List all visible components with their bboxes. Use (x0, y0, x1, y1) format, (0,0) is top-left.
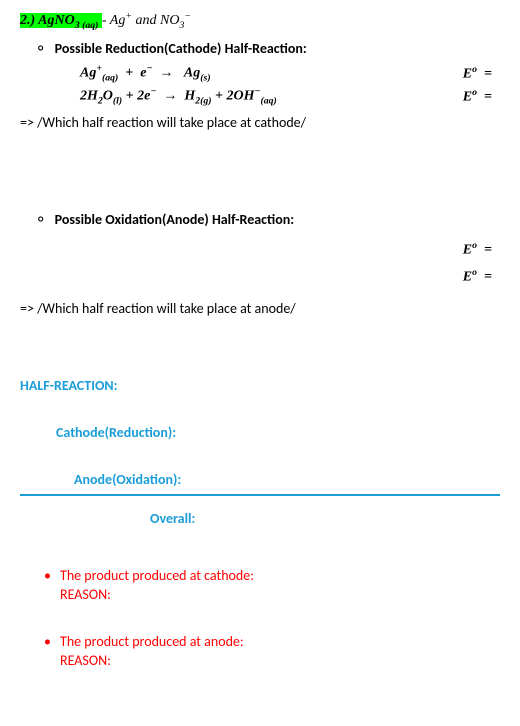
anode-note: => /Which half reaction will take place … (20, 300, 500, 317)
cathode-eq1-left: Ag+(aq) + e− → Ag(s) (80, 63, 211, 83)
overall-label: Overall: (150, 510, 500, 527)
problem-number: 2.) (20, 13, 35, 28)
half-reaction-title: HALF-REACTION: (20, 377, 500, 394)
problem-header: 2.) AgNO3 (aq) - Ag+ and NO3− (20, 10, 500, 30)
product-cathode-reason: REASON: (60, 586, 500, 603)
product-cathode-line: The product produced at cathode: (60, 567, 500, 584)
anode-heading: Possible Oxidation(Anode) Half-Reaction: (38, 211, 500, 228)
problem-ions: - Ag+ and NO3− (102, 13, 191, 28)
product-anode-reason: REASON: (60, 652, 500, 669)
cathode-eq1: Ag+(aq) + e− → Ag(s) Eo = (80, 63, 492, 83)
anode-eq1: Eo = (80, 240, 492, 259)
half-reaction-cathode: Cathode(Reduction): (56, 424, 500, 441)
cathode-heading: Possible Reduction(Cathode) Half-Reactio… (38, 40, 500, 57)
cathode-eq2: 2H2O(l) + 2e− → H2(g) + 2OH−(aq) Eo = (80, 86, 492, 106)
anode-eq2: Eo = (80, 267, 492, 286)
anode-eq1-right: Eo = (463, 240, 492, 259)
cathode-eq2-right: Eo = (463, 87, 492, 106)
divider (20, 494, 500, 496)
problem-formula: AgNO3 (aq) (38, 13, 98, 28)
cathode-note: => /Which half reaction will take place … (20, 114, 500, 131)
cathode-eq1-right: Eo = (463, 64, 492, 83)
cathode-heading-text: Possible Reduction(Cathode) Half-Reactio… (55, 40, 307, 57)
product-anode-line: The product produced at anode: (60, 633, 500, 650)
anode-heading-text: Possible Oxidation(Anode) Half-Reaction: (55, 211, 294, 228)
cathode-eq2-left: 2H2O(l) + 2e− → H2(g) + 2OH−(aq) (80, 86, 277, 106)
problem-number-formula: 2.) AgNO3 (aq) (20, 13, 102, 28)
anode-eq2-right: Eo = (463, 267, 492, 286)
half-reaction-anode: Anode(Oxidation): (74, 471, 500, 488)
